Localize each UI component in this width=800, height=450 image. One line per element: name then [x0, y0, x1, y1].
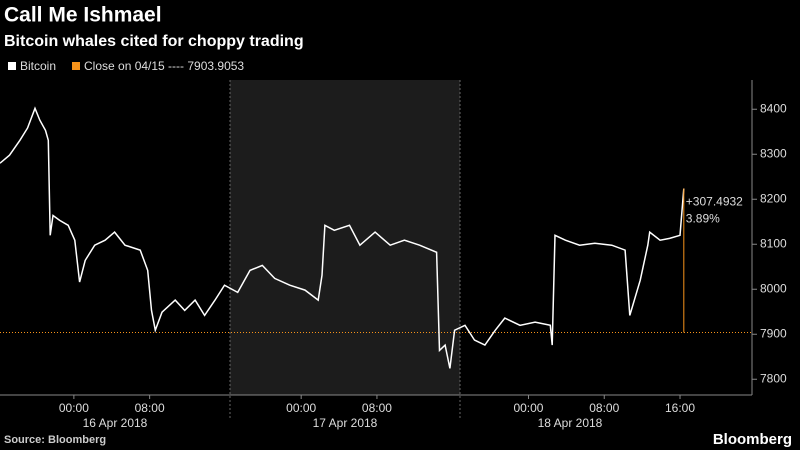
y-tick-label: 8400: [760, 101, 787, 115]
logo: Bloomberg: [713, 431, 792, 448]
x-tick-label: 00:00: [513, 401, 543, 415]
x-tick-label: 08:00: [135, 401, 165, 415]
legend-label: Close on 04/15 ---- 7903.9053: [84, 59, 244, 73]
y-tick-label: 7800: [760, 371, 787, 385]
annotation: +307.4932: [686, 195, 743, 209]
y-tick-label: 8300: [760, 146, 787, 160]
y-tick-label: 8100: [760, 236, 787, 250]
x-tick-label: 08:00: [589, 401, 619, 415]
day-label: 18 Apr 2018: [538, 416, 603, 430]
x-tick-label: 16:00: [665, 401, 695, 415]
y-tick-label: 7900: [760, 326, 787, 340]
source: Source: Bloomberg: [4, 434, 106, 446]
day-label: 16 Apr 2018: [83, 416, 148, 430]
chart-title: Call Me Ishmael: [4, 4, 162, 27]
shaded-day: [230, 80, 460, 395]
price-line: [0, 106, 685, 369]
x-tick-label: 00:00: [59, 401, 89, 415]
y-tick-label: 8200: [760, 191, 787, 205]
x-tick-label: 08:00: [362, 401, 392, 415]
annotation: 3.89%: [686, 212, 720, 226]
legend-swatch: [8, 62, 16, 70]
chart-subtitle: Bitcoin whales cited for choppy trading: [4, 33, 304, 50]
legend-label: Bitcoin: [20, 59, 56, 73]
legend-swatch: [72, 62, 80, 70]
day-label: 17 Apr 2018: [313, 416, 378, 430]
x-tick-label: 00:00: [286, 401, 316, 415]
y-tick-label: 8000: [760, 281, 787, 295]
